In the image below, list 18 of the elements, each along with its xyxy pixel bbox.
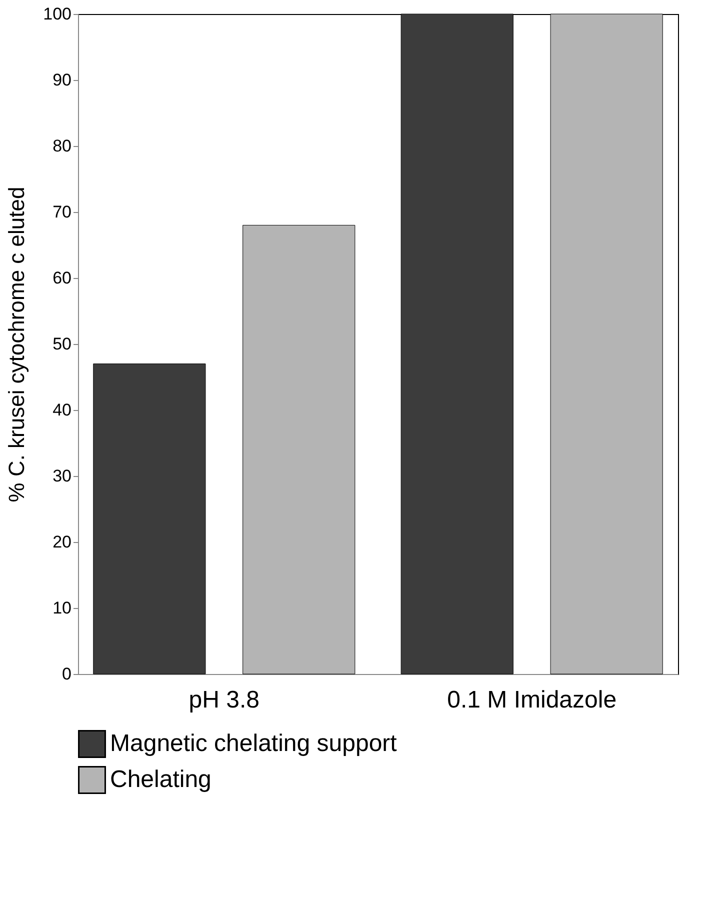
y-tick-label: 90 <box>52 70 72 90</box>
y-tick-label: 10 <box>52 598 72 618</box>
bar <box>242 224 356 674</box>
x-tick-label: 0.1 M Imidazole <box>447 686 617 714</box>
bar <box>93 364 206 674</box>
y-tick-label: 70 <box>52 202 72 222</box>
y-tick-label: 40 <box>52 400 72 420</box>
y-tick-label: 0 <box>62 664 72 684</box>
y-axis-title: % C. krusei cytochrome c eluted <box>4 186 30 502</box>
y-tick-label: 30 <box>52 466 72 486</box>
y-tick-label: 100 <box>43 4 72 24</box>
legend-label: Magnetic chelating support <box>110 730 398 757</box>
legend-label: Chelating <box>110 766 212 793</box>
y-tick-label: 80 <box>52 136 72 156</box>
y-tick-label: 60 <box>52 268 72 288</box>
y-tick-label: 20 <box>52 532 72 552</box>
y-tick-label: 50 <box>52 334 72 354</box>
x-tick-label: pH 3.8 <box>188 686 260 714</box>
